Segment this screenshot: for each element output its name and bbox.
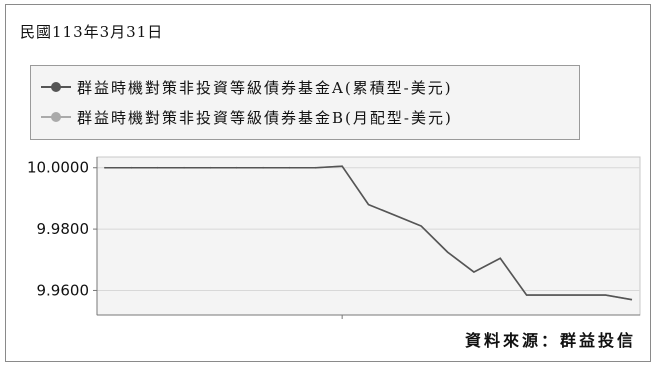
data-point-a <box>156 166 159 169</box>
legend-item-series-b[interactable]: 群益時機對策非投資等級債券基金B(月配型-美元) <box>41 106 453 128</box>
legend-label-a: 群益時機對策非投資等級債券基金A(累積型-美元) <box>77 78 453 97</box>
y-tick-label: 9.9600 <box>37 281 90 299</box>
data-point-a <box>130 166 133 169</box>
data-point-a <box>235 166 238 169</box>
data-point-a <box>209 166 212 169</box>
plot-area <box>96 156 641 316</box>
y-tick-label: 9.9800 <box>37 220 90 238</box>
legend-label-b: 群益時機對策非投資等級債券基金B(月配型-美元) <box>77 108 453 127</box>
data-point-a <box>314 166 317 169</box>
source-label: 資料來源：群益投信 <box>464 331 636 350</box>
data-point-a <box>183 166 185 169</box>
date-label: 民國113年3月31日 <box>20 23 164 41</box>
legend-item-series-a[interactable]: 群益時機對策非投資等級債券基金A(累積型-美元) <box>41 76 453 98</box>
legend-marker-b-icon <box>41 112 71 122</box>
legend-marker-a-icon <box>41 82 71 92</box>
line-chart: 10.0000 9.9800 9.9600 <box>27 156 641 319</box>
series-line-a <box>105 165 633 301</box>
data-point-a <box>104 166 106 169</box>
data-point-a <box>262 166 264 169</box>
legend: 群益時機對策非投資等級債券基金A(累積型-美元) 群益時機對策非投資等級債券基金… <box>30 65 580 140</box>
data-point-a <box>288 166 291 169</box>
chart-panel: 民國113年3月31日 群益時機對策非投資等級債券基金A(累積型-美元) 群益時… <box>5 4 651 362</box>
y-tick-label: 10.0000 <box>27 159 89 177</box>
